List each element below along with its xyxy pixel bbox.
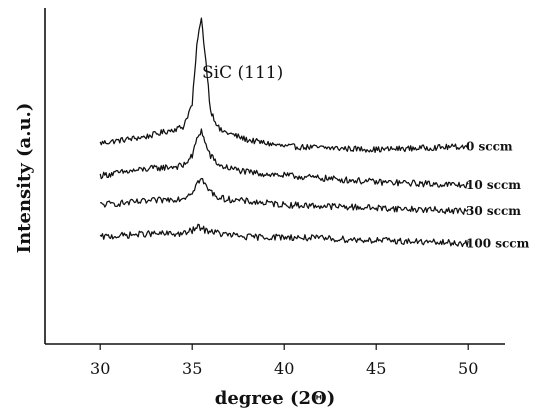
trace-10-sccm (99, 128, 469, 189)
series-label-0-sccm: 0 sccm (466, 139, 513, 153)
x-axis-label: degree (2Θ) (215, 388, 336, 409)
series-label-10-sccm: 10 sccm (466, 178, 521, 192)
series-labels: 0 sccm 10 sccm 30 sccm 100 sccm (466, 139, 530, 250)
x-tick-label: 30 (90, 359, 110, 378)
traces (99, 17, 469, 248)
series-label-100-sccm: 100 sccm (466, 237, 530, 251)
x-tick-label: 45 (366, 359, 386, 378)
x-ticks: 30 35 40 45 50 (90, 344, 478, 378)
axes: 30 35 40 45 50 (44, 8, 505, 378)
x-tick-label: 40 (274, 359, 294, 378)
peak-annotation: SiC (111) (202, 63, 283, 83)
trace-100-sccm (99, 223, 469, 248)
trace-30-sccm (100, 177, 469, 215)
x-tick-label: 35 (182, 359, 202, 378)
y-axis-label: Intensity (a.u.) (14, 103, 35, 254)
x-tick-label: 50 (458, 359, 478, 378)
trace-0-sccm (99, 17, 469, 154)
series-label-30-sccm: 30 sccm (466, 204, 521, 218)
